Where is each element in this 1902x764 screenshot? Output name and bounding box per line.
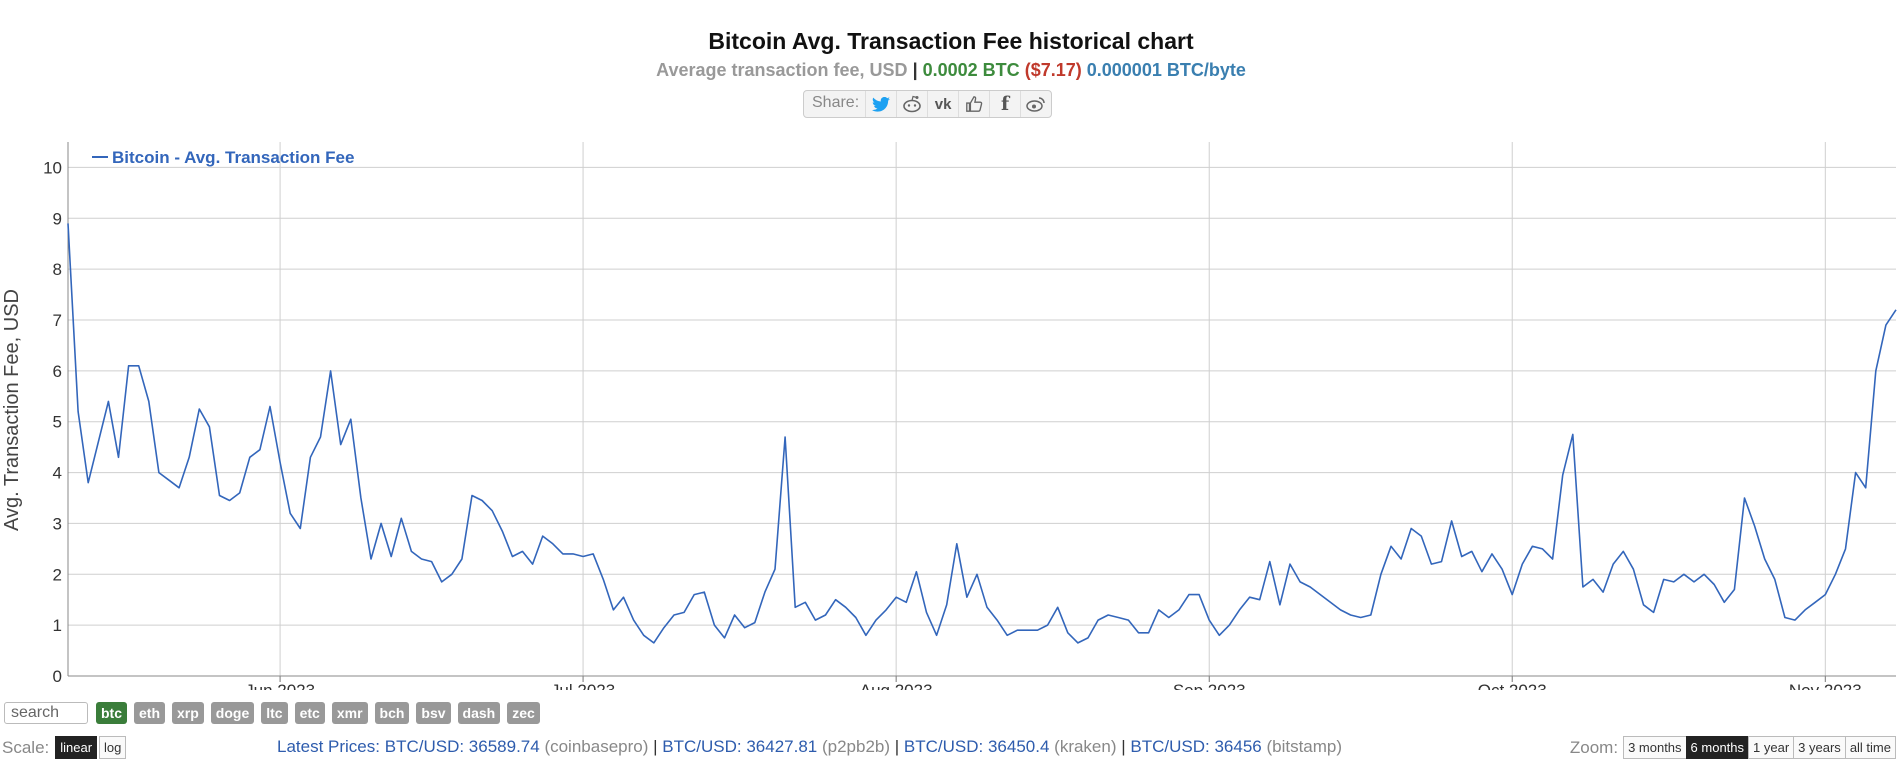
y-tick-label: 1 bbox=[53, 616, 62, 635]
x-tick-label: Jul 2023 bbox=[551, 681, 615, 690]
series-layer bbox=[67, 223, 1897, 644]
y-tick-label: 0 bbox=[53, 667, 62, 686]
price-pair[interactable]: BTC/USD: 36427.81 bbox=[662, 737, 822, 756]
zoom-button-3-years[interactable]: 3 years bbox=[1793, 736, 1846, 759]
coin-button-xmr[interactable]: xmr bbox=[331, 702, 368, 724]
y-tick-label: 6 bbox=[53, 362, 62, 381]
price-pair[interactable]: BTC/USD: 36589.74 bbox=[384, 737, 545, 756]
subtitle-btc-value: 0.0002 BTC bbox=[922, 60, 1020, 80]
facebook-icon[interactable]: f bbox=[989, 91, 1020, 117]
page-title: Bitcoin Avg. Transaction Fee historical … bbox=[708, 28, 1194, 54]
price-source: (bitstamp) bbox=[1266, 737, 1343, 756]
y-tick-label: 4 bbox=[53, 464, 62, 483]
zoom-button-3-months[interactable]: 3 months bbox=[1623, 736, 1687, 759]
price-source: (p2pb2b) bbox=[821, 737, 891, 756]
series-line bbox=[67, 223, 1897, 644]
prices-label: Latest Prices: bbox=[277, 737, 380, 756]
x-tick-label: Nov 2023 bbox=[1789, 681, 1862, 690]
scale-button-log[interactable]: log bbox=[99, 736, 127, 759]
reddit-icon[interactable] bbox=[896, 91, 927, 117]
coin-button-zec[interactable]: zec bbox=[507, 702, 540, 724]
x-axis-ticks: Jun 2023 Jul 2023 Aug 2023 Sep 2023 Oct 2023… bbox=[245, 676, 1862, 690]
coin-button-xrp[interactable]: xrp bbox=[172, 702, 204, 724]
price-separator: | bbox=[648, 737, 663, 756]
zoom-button-all-time[interactable]: all time bbox=[1844, 736, 1896, 759]
coin-button-bch[interactable]: bch bbox=[374, 702, 410, 724]
y-tick-label: 8 bbox=[53, 260, 62, 279]
coin-button-bsv[interactable]: bsv bbox=[416, 702, 451, 724]
zoom-control: Zoom: 3 months 6 months 1 year 3 years all t… bbox=[1570, 736, 1896, 759]
search-input[interactable] bbox=[4, 702, 88, 724]
price-source: (kraken) bbox=[1054, 737, 1117, 756]
like-icon[interactable] bbox=[958, 91, 989, 117]
coin-button-ltc[interactable]: ltc bbox=[261, 702, 288, 724]
x-tick-label: Jun 2023 bbox=[245, 681, 315, 690]
x-tick-label: Sep 2023 bbox=[1173, 681, 1246, 690]
zoom-label: Zoom: bbox=[1569, 737, 1619, 757]
share-label: Share: bbox=[812, 94, 860, 111]
share-bar: Share: vk f bbox=[803, 90, 1053, 118]
y-tick-label: 3 bbox=[53, 514, 62, 533]
latest-prices: Latest Prices: BTC/USD: 36589.74 (coinba… bbox=[277, 737, 1342, 757]
subtitle-usd-value: ($7.17) bbox=[1024, 60, 1082, 80]
x-tick-label: Oct 2023 bbox=[1478, 681, 1547, 690]
coin-button-btc[interactable]: btc bbox=[96, 702, 127, 724]
fee-line-chart: 0 1 2 3 4 5 6 7 8 9 10 Jun 2023 Jul 2023 Aug 2023 Sep… bbox=[1, 142, 1897, 690]
scale-label: Scale: bbox=[2, 737, 50, 757]
zoom-options: 3 months 6 months 1 year 3 years all time bbox=[1623, 736, 1896, 759]
scale-control: Scale: linear log bbox=[2, 736, 127, 759]
price-separator: | bbox=[890, 737, 904, 756]
scale-button-linear[interactable]: linear bbox=[55, 736, 98, 759]
vk-icon[interactable]: vk bbox=[927, 91, 958, 117]
legend-label: Bitcoin - Avg. Transaction Fee bbox=[112, 148, 354, 167]
y-tick-label: 7 bbox=[53, 311, 62, 330]
chart-subtitle: Average transaction fee, USD | 0.0002 BT… bbox=[656, 60, 1246, 80]
subtitle-label: Average transaction fee, USD bbox=[656, 60, 908, 80]
subtitle-byte-value: 0.000001 BTC/byte bbox=[1086, 60, 1246, 80]
price-pair[interactable]: BTC/USD: 36450.4 bbox=[903, 737, 1055, 756]
coin-button-dash[interactable]: dash bbox=[457, 702, 501, 724]
price-source: (coinbasepro) bbox=[544, 737, 649, 756]
twitter-icon[interactable] bbox=[865, 91, 896, 117]
y-tick-label: 10 bbox=[43, 158, 62, 177]
y-axis-ticks: 0 1 2 3 4 5 6 7 8 9 10 bbox=[43, 158, 62, 686]
coin-button-doge[interactable]: doge bbox=[210, 702, 255, 724]
zoom-button-6-months[interactable]: 6 months bbox=[1685, 736, 1750, 759]
price-pair[interactable]: BTC/USD: 36456 bbox=[1130, 737, 1267, 756]
x-tick-label: Aug 2023 bbox=[860, 681, 933, 690]
y-tick-label: 9 bbox=[53, 209, 62, 228]
price-separator: | bbox=[1116, 737, 1131, 756]
price-list: BTC/USD: 36589.74 (coinbasepro) | BTC/US… bbox=[385, 737, 1342, 756]
y-tick-label: 5 bbox=[53, 413, 62, 432]
zoom-button-1-year[interactable]: 1 year bbox=[1748, 736, 1795, 759]
chart-legend: Bitcoin - Avg. Transaction Fee bbox=[92, 148, 354, 167]
coin-button-etc[interactable]: etc bbox=[294, 702, 325, 724]
chart-grid bbox=[68, 142, 1896, 677]
y-axis-label: Avg. Transaction Fee, USD bbox=[1, 289, 23, 531]
y-tick-label: 2 bbox=[53, 565, 62, 584]
chart-axes bbox=[67, 142, 1896, 677]
scale-options: linear log bbox=[53, 736, 127, 759]
weibo-icon[interactable] bbox=[1020, 91, 1051, 117]
coin-button-eth[interactable]: eth bbox=[134, 702, 165, 724]
coin-list: btc eth xrp doge ltc etc xmr bch bsv dash zec bbox=[96, 702, 547, 724]
